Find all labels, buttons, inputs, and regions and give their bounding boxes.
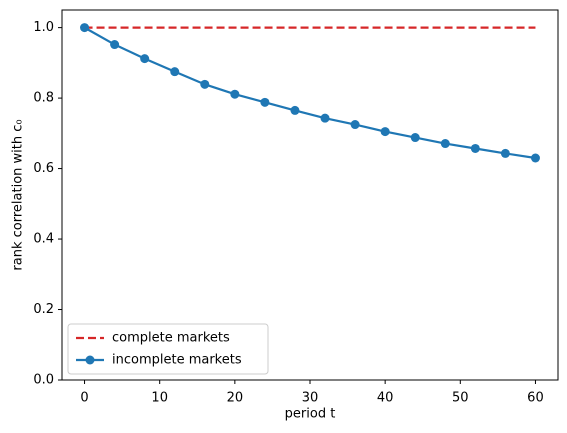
data-point — [440, 139, 450, 149]
y-axis-label: rank correlation with c₀ — [11, 119, 26, 270]
data-point — [80, 23, 90, 33]
data-point — [260, 97, 270, 107]
data-point — [350, 120, 360, 130]
y-tick-label: 0.4 — [33, 232, 54, 247]
data-point — [230, 89, 240, 99]
data-point — [530, 153, 540, 163]
x-tick-label: 50 — [452, 391, 469, 406]
data-point — [410, 133, 420, 143]
x-tick-label: 60 — [527, 391, 544, 406]
x-tick-label: 40 — [377, 391, 394, 406]
y-tick-label: 0.6 — [33, 161, 54, 176]
y-tick-label: 0.2 — [33, 302, 54, 317]
data-point — [320, 113, 330, 123]
x-tick-label: 0 — [80, 391, 88, 406]
data-point — [110, 40, 120, 50]
data-point — [170, 67, 180, 77]
legend-box — [67, 323, 269, 375]
data-point — [140, 54, 150, 64]
legend-label: incomplete markets — [112, 353, 242, 368]
data-point — [290, 105, 300, 115]
data-point — [200, 79, 210, 89]
series-line — [84, 26, 536, 160]
y-tick-label: 1.0 — [33, 20, 54, 35]
y-tick-label: 0.0 — [33, 373, 54, 388]
legend-label: complete markets — [112, 331, 230, 346]
x-axis-label: period t — [285, 407, 336, 422]
x-tick-label: 10 — [151, 391, 168, 406]
legend-marker — [85, 355, 95, 365]
y-tick-label: 0.8 — [33, 91, 54, 106]
data-point — [470, 143, 480, 153]
x-tick-label: 30 — [302, 391, 319, 406]
x-tick-label: 20 — [227, 391, 244, 406]
data-point — [380, 127, 390, 137]
data-point — [500, 148, 510, 158]
